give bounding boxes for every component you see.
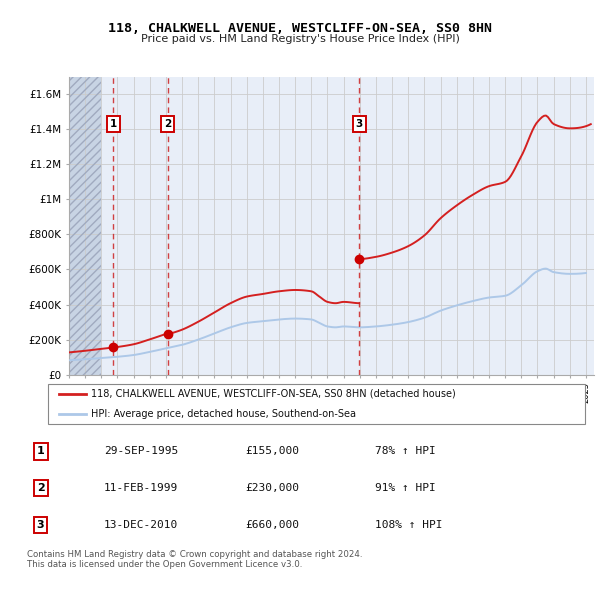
Text: 118, CHALKWELL AVENUE, WESTCLIFF-ON-SEA, SS0 8HN (detached house): 118, CHALKWELL AVENUE, WESTCLIFF-ON-SEA,… [91,389,456,399]
Text: 29-SEP-1995: 29-SEP-1995 [104,447,178,457]
Text: HPI: Average price, detached house, Southend-on-Sea: HPI: Average price, detached house, Sout… [91,409,356,419]
Text: 2: 2 [37,483,44,493]
FancyBboxPatch shape [48,384,585,424]
Text: Price paid vs. HM Land Registry's House Price Index (HPI): Price paid vs. HM Land Registry's House … [140,34,460,44]
Text: Contains HM Land Registry data © Crown copyright and database right 2024.
This d: Contains HM Land Registry data © Crown c… [27,550,362,569]
Text: 2: 2 [164,119,172,129]
Text: £660,000: £660,000 [245,520,299,530]
Text: 1: 1 [110,119,117,129]
Text: £155,000: £155,000 [245,447,299,457]
Text: 118, CHALKWELL AVENUE, WESTCLIFF-ON-SEA, SS0 8HN: 118, CHALKWELL AVENUE, WESTCLIFF-ON-SEA,… [108,22,492,35]
Text: 78% ↑ HPI: 78% ↑ HPI [374,447,435,457]
Text: 91% ↑ HPI: 91% ↑ HPI [374,483,435,493]
Bar [69,77,101,375]
Bar [69,77,101,375]
Text: £230,000: £230,000 [245,483,299,493]
Text: 108% ↑ HPI: 108% ↑ HPI [374,520,442,530]
Text: 3: 3 [37,520,44,530]
Text: 3: 3 [355,119,363,129]
Text: 11-FEB-1999: 11-FEB-1999 [104,483,178,493]
Text: 1: 1 [37,447,44,457]
Text: 13-DEC-2010: 13-DEC-2010 [104,520,178,530]
